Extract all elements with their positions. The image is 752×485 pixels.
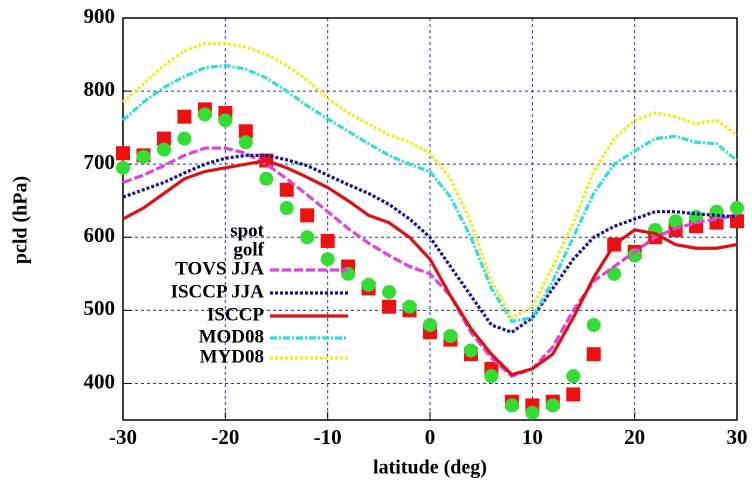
marker xyxy=(218,113,233,128)
marker xyxy=(279,182,294,197)
marker xyxy=(566,369,581,384)
marker xyxy=(463,343,478,358)
marker xyxy=(156,142,171,157)
x-axis-label: latitude (deg) xyxy=(373,457,487,479)
marker xyxy=(361,277,376,292)
marker xyxy=(586,317,601,332)
marker xyxy=(156,131,171,146)
marker xyxy=(136,149,151,164)
marker xyxy=(300,208,315,223)
series-line xyxy=(122,158,738,377)
marker xyxy=(116,160,130,175)
x-tick-label: 20 xyxy=(624,425,645,449)
y-tick-label: 600 xyxy=(84,223,116,247)
y-axis-label: pcld (hPa) xyxy=(10,176,32,264)
marker xyxy=(730,201,744,216)
series-line xyxy=(122,153,738,335)
series-line xyxy=(122,146,738,378)
x-tick-label: -30 xyxy=(109,425,137,449)
marker xyxy=(402,299,417,314)
marker xyxy=(116,146,130,161)
marker xyxy=(423,317,437,332)
series-line xyxy=(121,63,739,324)
marker xyxy=(566,387,581,402)
legend-label: MOD08 xyxy=(199,326,264,347)
marker xyxy=(320,233,335,248)
x-tick-label: 0 xyxy=(425,425,436,449)
marker xyxy=(443,328,458,343)
legend-label: MYD08 xyxy=(200,346,264,367)
marker xyxy=(504,398,519,413)
marker xyxy=(197,107,212,122)
legend-label: ISCCP JJA xyxy=(171,281,265,302)
marker xyxy=(300,230,315,245)
y-tick-label: 500 xyxy=(84,296,116,320)
marker xyxy=(177,109,192,124)
series-line xyxy=(121,41,738,320)
marker xyxy=(586,347,601,362)
marker xyxy=(382,299,397,314)
marker xyxy=(279,201,294,216)
x-tick-label: 30 xyxy=(727,425,748,449)
y-tick-label: 700 xyxy=(84,150,116,174)
y-tick-label: 900 xyxy=(84,4,116,28)
marker xyxy=(177,131,192,146)
x-tick-label: 10 xyxy=(522,425,543,449)
legend-label: ISCCP xyxy=(207,304,264,325)
legend-label: TOVS JJA xyxy=(175,258,264,279)
marker xyxy=(259,171,274,186)
marker xyxy=(668,214,683,229)
marker xyxy=(627,248,642,263)
marker xyxy=(320,252,335,267)
legend-label: golf xyxy=(233,239,264,260)
x-tick-label: -20 xyxy=(211,425,239,449)
x-tick-label: -10 xyxy=(314,425,342,449)
legend-label: spot xyxy=(230,220,264,241)
y-tick-label: 400 xyxy=(84,369,116,393)
marker xyxy=(525,405,540,420)
marker xyxy=(238,124,253,139)
marker xyxy=(484,369,499,384)
marker xyxy=(238,135,253,150)
marker xyxy=(607,266,622,281)
marker xyxy=(545,398,560,413)
marker xyxy=(382,285,397,300)
y-tick-label: 800 xyxy=(84,77,116,101)
